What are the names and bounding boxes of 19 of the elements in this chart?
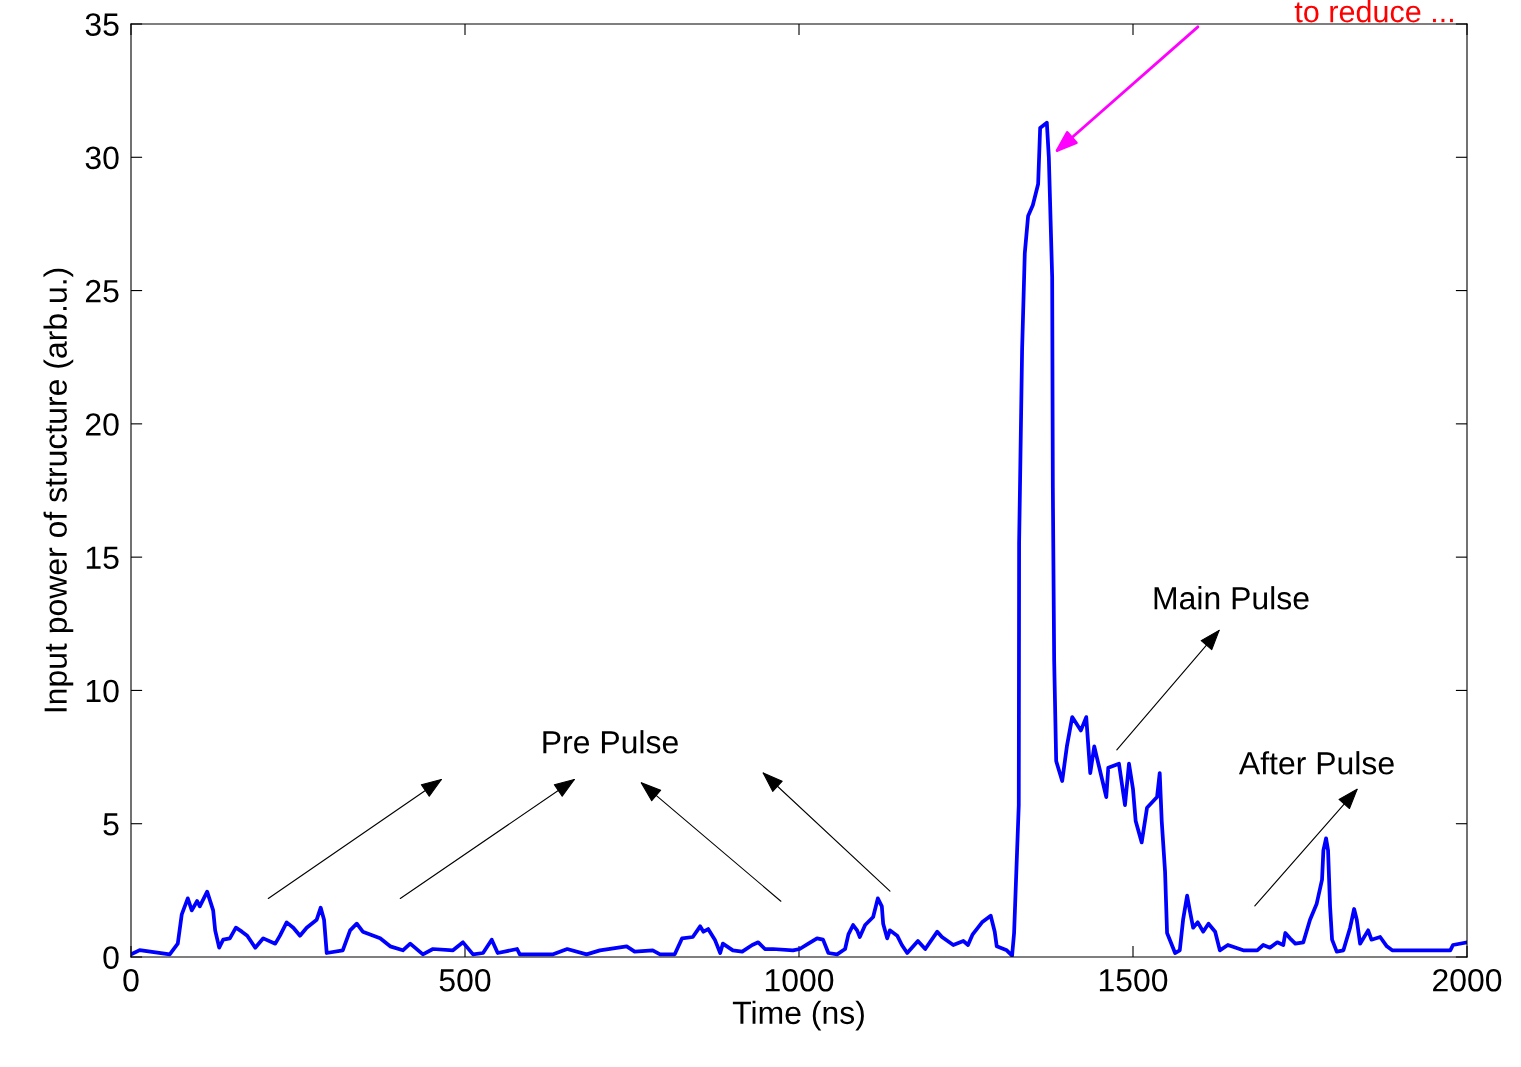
annotation: After Pulse [1238, 751, 1394, 775]
x-tick-label: 1500 [1099, 968, 1168, 992]
x-axis-title: Time (ns) [732, 1000, 864, 1031]
annotation: Pre Pulse [543, 730, 678, 754]
y-tick-label: 0 [103, 946, 119, 969]
x-tick-label: 500 [439, 968, 491, 992]
y-tick-label: 5 [103, 813, 119, 836]
y-tick-label: 30 [85, 146, 119, 170]
y-tick-label: 15 [86, 546, 119, 570]
x-tick-label: 1000 [765, 968, 834, 992]
y-tick-label: 10 [86, 679, 119, 703]
y-tick-label: 25 [85, 279, 119, 303]
y-axis-title: Input power of structure (arb.u.) [43, 268, 74, 712]
x-tick-label: 0 [123, 968, 139, 992]
y-tick-label: 35 [85, 13, 119, 36]
text: to reduce ... [1294, 0, 1453, 23]
annotation: Main Pulse [1154, 586, 1309, 610]
y-tick-label: 20 [85, 413, 119, 436]
x-tick-label: 2000 [1433, 968, 1502, 992]
